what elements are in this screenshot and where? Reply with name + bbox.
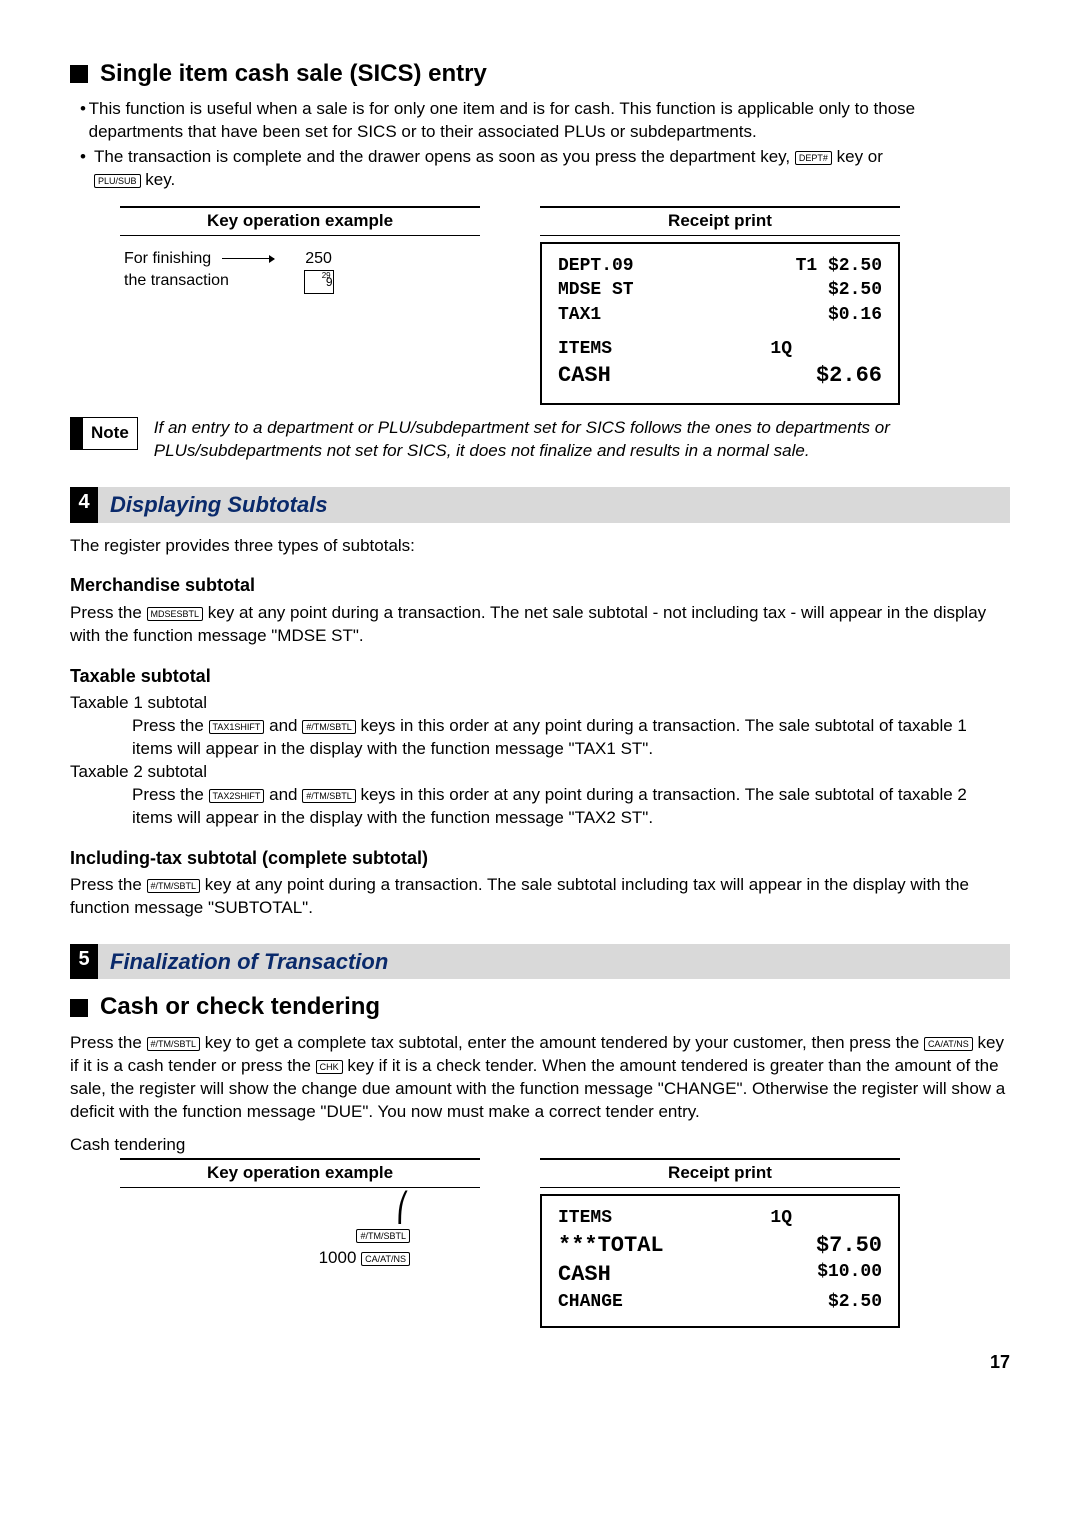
tmsbtl-key-icon: #/TM/SBTL — [147, 1037, 201, 1051]
mdsesbtl-key-icon: MDSESBTL — [147, 607, 204, 621]
bullet-dot: • — [80, 98, 89, 144]
r: $2.50 — [828, 1290, 882, 1314]
text: key at any point during a transaction. T… — [70, 603, 986, 645]
tax2-para: Press the TAX2SHIFT and #/TM/SBTL keys i… — [132, 784, 1010, 830]
r: T1 $2.50 — [796, 254, 882, 278]
op1-label: For finishing the transaction — [124, 248, 280, 291]
sics-bullet-2: The transaction is complete and the draw… — [94, 146, 883, 192]
r: CHANGE — [558, 1290, 623, 1314]
op2-keys: ⎛ #/TM/SBTL 1000 CA/AT/NS — [120, 1194, 480, 1270]
tax1shift-key-icon: TAX1SHIFT — [209, 720, 265, 734]
text: and — [269, 716, 302, 735]
r: MDSE ST — [558, 278, 634, 302]
plusub-key-icon: PLU/SUB — [94, 174, 141, 188]
text: the transaction — [124, 272, 229, 289]
r: $2.66 — [816, 361, 882, 391]
section-number: 4 — [70, 487, 98, 523]
text: For finishing — [124, 250, 211, 267]
tmsbtl-key-icon: #/TM/SBTL — [147, 879, 201, 893]
section-5-header: 5 Finalization of Transaction — [70, 944, 1010, 980]
r: 1Q — [770, 337, 792, 361]
chk-key-icon: CHK — [316, 1060, 343, 1074]
cash-tendering-label: Cash tendering — [70, 1134, 1010, 1157]
sics-bullets: • This function is useful when a sale is… — [80, 98, 1010, 192]
r: TAX1 — [558, 303, 601, 327]
cash-para: Press the #/TM/SBTL key to get a complet… — [70, 1032, 1010, 1124]
example-grid-2: Key operation example ⎛ #/TM/SBTL 1000 C… — [120, 1158, 1010, 1328]
note-badge: Note — [70, 417, 138, 450]
text: Press the — [70, 1033, 147, 1052]
receipt-heading: Receipt print — [540, 206, 900, 236]
merch-para: Press the MDSESBTL key at any point duri… — [70, 602, 1010, 648]
sics-heading: Single item cash sale (SICS) entry — [70, 58, 1010, 90]
text: 29 — [322, 271, 331, 281]
r: $2.50 — [828, 278, 882, 302]
tax2-label: Taxable 2 subtotal — [70, 761, 1010, 784]
tax1-label: Taxable 1 subtotal — [70, 692, 1010, 715]
section-title: Finalization of Transaction — [98, 944, 1010, 980]
receipt-heading: Receipt print — [540, 1158, 900, 1188]
text: key to get a complete tax subtotal, ente… — [205, 1033, 924, 1052]
text: key or — [837, 147, 883, 166]
r: ITEMS — [558, 337, 612, 361]
op2-value: 1000 — [319, 1248, 357, 1267]
section-title: Displaying Subtotals — [98, 487, 1010, 523]
r: $10.00 — [817, 1260, 882, 1290]
section-4-header: 4 Displaying Subtotals — [70, 487, 1010, 523]
bullet-dot: • — [80, 146, 94, 192]
caatns-key-icon: CA/AT/NS — [924, 1037, 973, 1051]
r: $7.50 — [816, 1231, 882, 1261]
cash-heading: Cash or check tendering — [70, 991, 1010, 1023]
nine-key-icon: 9 29 — [304, 270, 334, 294]
text: Press the — [70, 875, 147, 894]
taxable-subhead: Taxable subtotal — [70, 664, 1010, 688]
note-row: Note If an entry to a department or PLU/… — [70, 417, 1010, 463]
incl-para: Press the #/TM/SBTL key at any point dur… — [70, 874, 1010, 920]
key-op-heading: Key operation example — [120, 206, 480, 236]
note-text: If an entry to a department or PLU/subde… — [154, 417, 1010, 463]
cash-heading-text: Cash or check tendering — [100, 991, 380, 1023]
page-number: 17 — [70, 1350, 1010, 1374]
caatns-key-icon: CA/AT/NS — [361, 1252, 410, 1266]
dept-key-icon: DEPT# — [795, 151, 832, 165]
r: $0.16 — [828, 303, 882, 327]
text: and — [269, 785, 302, 804]
tax2shift-key-icon: TAX2SHIFT — [209, 789, 265, 803]
tax1-para: Press the TAX1SHIFT and #/TM/SBTL keys i… — [132, 715, 1010, 761]
r: CASH — [558, 361, 611, 391]
sics-heading-text: Single item cash sale (SICS) entry — [100, 58, 487, 90]
r: 1Q — [770, 1206, 792, 1230]
text: The transaction is complete and the draw… — [94, 147, 795, 166]
subtotals-intro: The register provides three types of sub… — [70, 535, 1010, 558]
text: key at any point during a transaction. T… — [70, 875, 969, 917]
merch-subhead: Merchandise subtotal — [70, 573, 1010, 597]
receipt-1: DEPT.09 T1 $2.50 MDSE ST $2.50 TAX1 $0.16 I… — [540, 242, 900, 405]
text: Press the — [132, 716, 209, 735]
tmsbtl-key-icon: #/TM/SBTL — [302, 789, 356, 803]
r: ***TOTAL — [558, 1231, 664, 1261]
op1-value: 250 — [304, 248, 334, 270]
text: Press the — [132, 785, 209, 804]
text: key. — [145, 170, 175, 189]
text: Press the — [70, 603, 147, 622]
sics-bullet-1: This function is useful when a sale is f… — [89, 98, 1010, 144]
example-grid-1: Key operation example For finishing the … — [120, 206, 1010, 405]
arrow-icon — [222, 258, 274, 259]
incl-subhead: Including-tax subtotal (complete subtota… — [70, 846, 1010, 870]
r: CASH — [558, 1260, 611, 1290]
tmsbtl-key-icon: #/TM/SBTL — [356, 1229, 410, 1243]
curly-brace-icon: ⎛ — [396, 1192, 410, 1223]
tmsbtl-key-icon: #/TM/SBTL — [302, 720, 356, 734]
r: DEPT.09 — [558, 254, 634, 278]
r: ITEMS — [558, 1206, 612, 1230]
note-label: Note — [83, 418, 137, 449]
key-op-heading: Key operation example — [120, 1158, 480, 1188]
section-number: 5 — [70, 944, 98, 980]
receipt-2: ITEMS 1Q ***TOTAL $7.50 CASH $10.00 CHANGE $… — [540, 1194, 900, 1328]
